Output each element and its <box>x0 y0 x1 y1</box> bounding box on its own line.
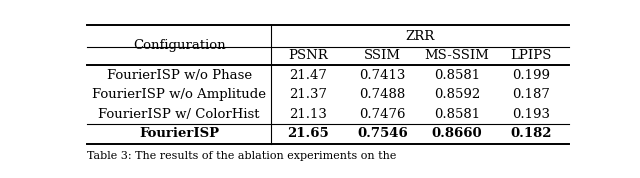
Text: 21.13: 21.13 <box>289 108 327 121</box>
Text: Table 3: The results of the ablation experiments on the: Table 3: The results of the ablation exp… <box>88 151 397 161</box>
Text: FourierISP w/ ColorHist: FourierISP w/ ColorHist <box>99 108 260 121</box>
Text: 0.7476: 0.7476 <box>359 108 406 121</box>
Text: Configuration: Configuration <box>133 39 225 52</box>
Text: FourierISP w/o Phase: FourierISP w/o Phase <box>107 69 252 82</box>
Text: 21.47: 21.47 <box>289 69 327 82</box>
Text: 0.193: 0.193 <box>513 108 550 121</box>
Text: ZRR: ZRR <box>405 30 435 43</box>
Text: 0.8592: 0.8592 <box>434 88 480 101</box>
Text: SSIM: SSIM <box>364 49 401 62</box>
Text: 0.8581: 0.8581 <box>434 108 480 121</box>
Text: 0.8660: 0.8660 <box>431 127 483 140</box>
Text: FourierISP w/o Amplitude: FourierISP w/o Amplitude <box>92 88 266 101</box>
Text: 0.187: 0.187 <box>513 88 550 101</box>
Text: 0.7413: 0.7413 <box>360 69 406 82</box>
Text: 21.37: 21.37 <box>289 88 327 101</box>
Text: 0.8581: 0.8581 <box>434 69 480 82</box>
Text: 0.182: 0.182 <box>511 127 552 140</box>
Text: 0.199: 0.199 <box>513 69 550 82</box>
Text: FourierISP: FourierISP <box>139 127 220 140</box>
Text: 21.65: 21.65 <box>287 127 329 140</box>
Text: 0.7488: 0.7488 <box>360 88 406 101</box>
Text: 0.7546: 0.7546 <box>357 127 408 140</box>
Text: LPIPS: LPIPS <box>511 49 552 62</box>
Text: PSNR: PSNR <box>288 49 328 62</box>
Text: MS-SSIM: MS-SSIM <box>424 49 490 62</box>
